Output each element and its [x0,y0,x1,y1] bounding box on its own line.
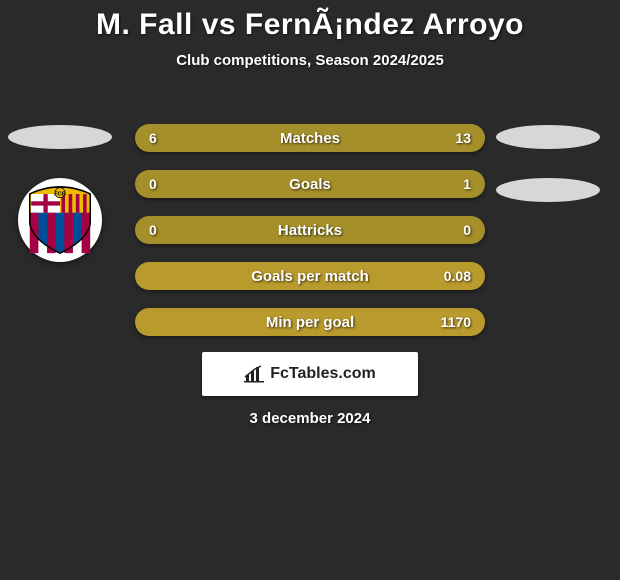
stat-right-value: 0.08 [444,262,471,290]
stat-left-value: 6 [149,124,157,152]
player-right-placeholder [496,125,600,149]
stat-label: Goals [289,176,331,193]
stat-left-value: 0 [149,170,157,198]
stat-row-matches: 6 Matches 13 [135,124,485,152]
stat-right-value: 0 [463,216,471,244]
subtitle: Club competitions, Season 2024/2025 [0,52,620,69]
club-crest-icon: FCB [24,184,96,256]
stat-label: Min per goal [266,314,354,331]
branding-badge: FcTables.com [202,352,418,396]
date-text: 3 december 2024 [0,410,620,427]
player-right-placeholder-2 [496,178,600,202]
branding-text: FcTables.com [270,365,376,383]
player-left-placeholder [8,125,112,149]
bar-chart-icon [244,365,264,383]
comparison-infographic: M. Fall vs FernÃ¡ndez Arroyo Club compet… [0,0,620,580]
stat-right-value: 1 [463,170,471,198]
page-title: M. Fall vs FernÃ¡ndez Arroyo [0,0,620,42]
stat-label: Hattricks [278,222,342,239]
stat-right-value: 1170 [441,308,471,336]
stat-row-min-per-goal: Min per goal 1170 [135,308,485,336]
svg-text:FCB: FCB [54,192,66,198]
stat-row-goals: 0 Goals 1 [135,170,485,198]
stat-label: Matches [280,130,340,147]
stat-left-value: 0 [149,216,157,244]
stat-right-value: 13 [455,124,471,152]
stat-label: Goals per match [251,268,369,285]
stat-row-hattricks: 0 Hattricks 0 [135,216,485,244]
stats-table: 6 Matches 13 0 Goals 1 0 Hattricks 0 Goa… [135,124,485,354]
team-badge-left: FCB [18,178,102,262]
stat-row-goals-per-match: Goals per match 0.08 [135,262,485,290]
